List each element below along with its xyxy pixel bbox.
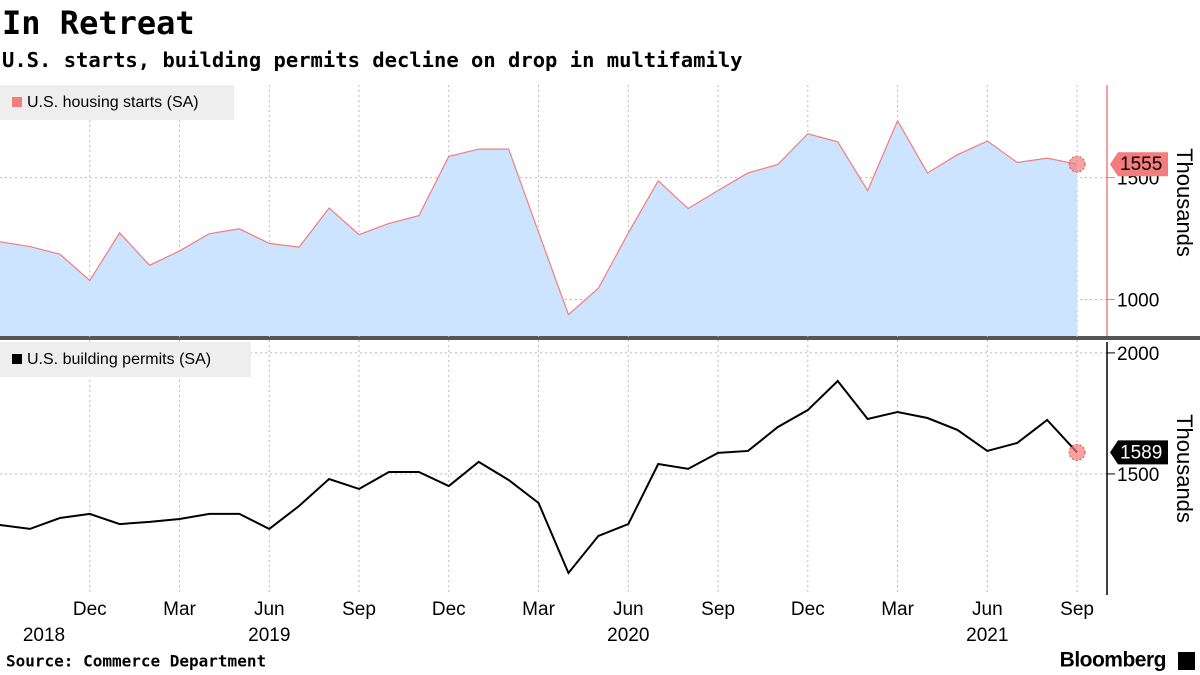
x-tick-label: Sep [1060,599,1094,620]
area [0,120,1078,336]
x-tick-label: Jun [613,599,644,620]
x-tick-label: Jun [972,599,1003,620]
x-tick-label: Dec [73,599,107,620]
legend-swatch [12,354,22,364]
line [0,379,1078,575]
x-tick-label: Mar [522,599,555,620]
x-year-label: 2021 [966,625,1008,646]
value-label-box [1110,440,1168,465]
y-tick-label: 1000 [1117,290,1159,311]
chart-title: In Retreat [2,4,195,42]
last-point [1068,443,1086,461]
x-tick-label: Sep [701,599,735,620]
y-tick-label: 2000 [1117,344,1159,365]
x-year-label: 2020 [607,625,649,646]
x-tick-label: Mar [881,599,914,620]
last-point [1068,155,1086,173]
x-year-label: 2018 [23,625,65,646]
x-tick-label: Mar [163,599,196,620]
value-label-box [1110,152,1168,177]
brand-icon [1178,652,1195,670]
legend-box [0,342,251,377]
x-tick-label: Jun [254,599,285,620]
chart-subtitle: U.S. starts, building permits decline on… [2,48,743,72]
x-year-label: 2019 [248,625,290,646]
value-label: 1555 [1120,154,1162,175]
x-tick-label: Dec [791,599,825,620]
legend-label: U.S. building permits (SA) [27,351,211,368]
legend-label: U.S. housing starts (SA) [27,94,199,111]
x-tick-label: Sep [342,599,376,620]
legend-box [0,85,234,120]
brand: Bloomberg [1060,649,1166,672]
y-tick-label: 1500 [1117,465,1159,486]
source: Source: Commerce Department [6,652,266,671]
value-label: 1589 [1120,442,1162,463]
x-tick-label: Dec [432,599,466,620]
y-axis-label: Thousands [1172,414,1197,523]
legend-swatch [12,97,22,107]
y-axis-label: Thousands [1172,148,1197,257]
line [0,119,1078,316]
